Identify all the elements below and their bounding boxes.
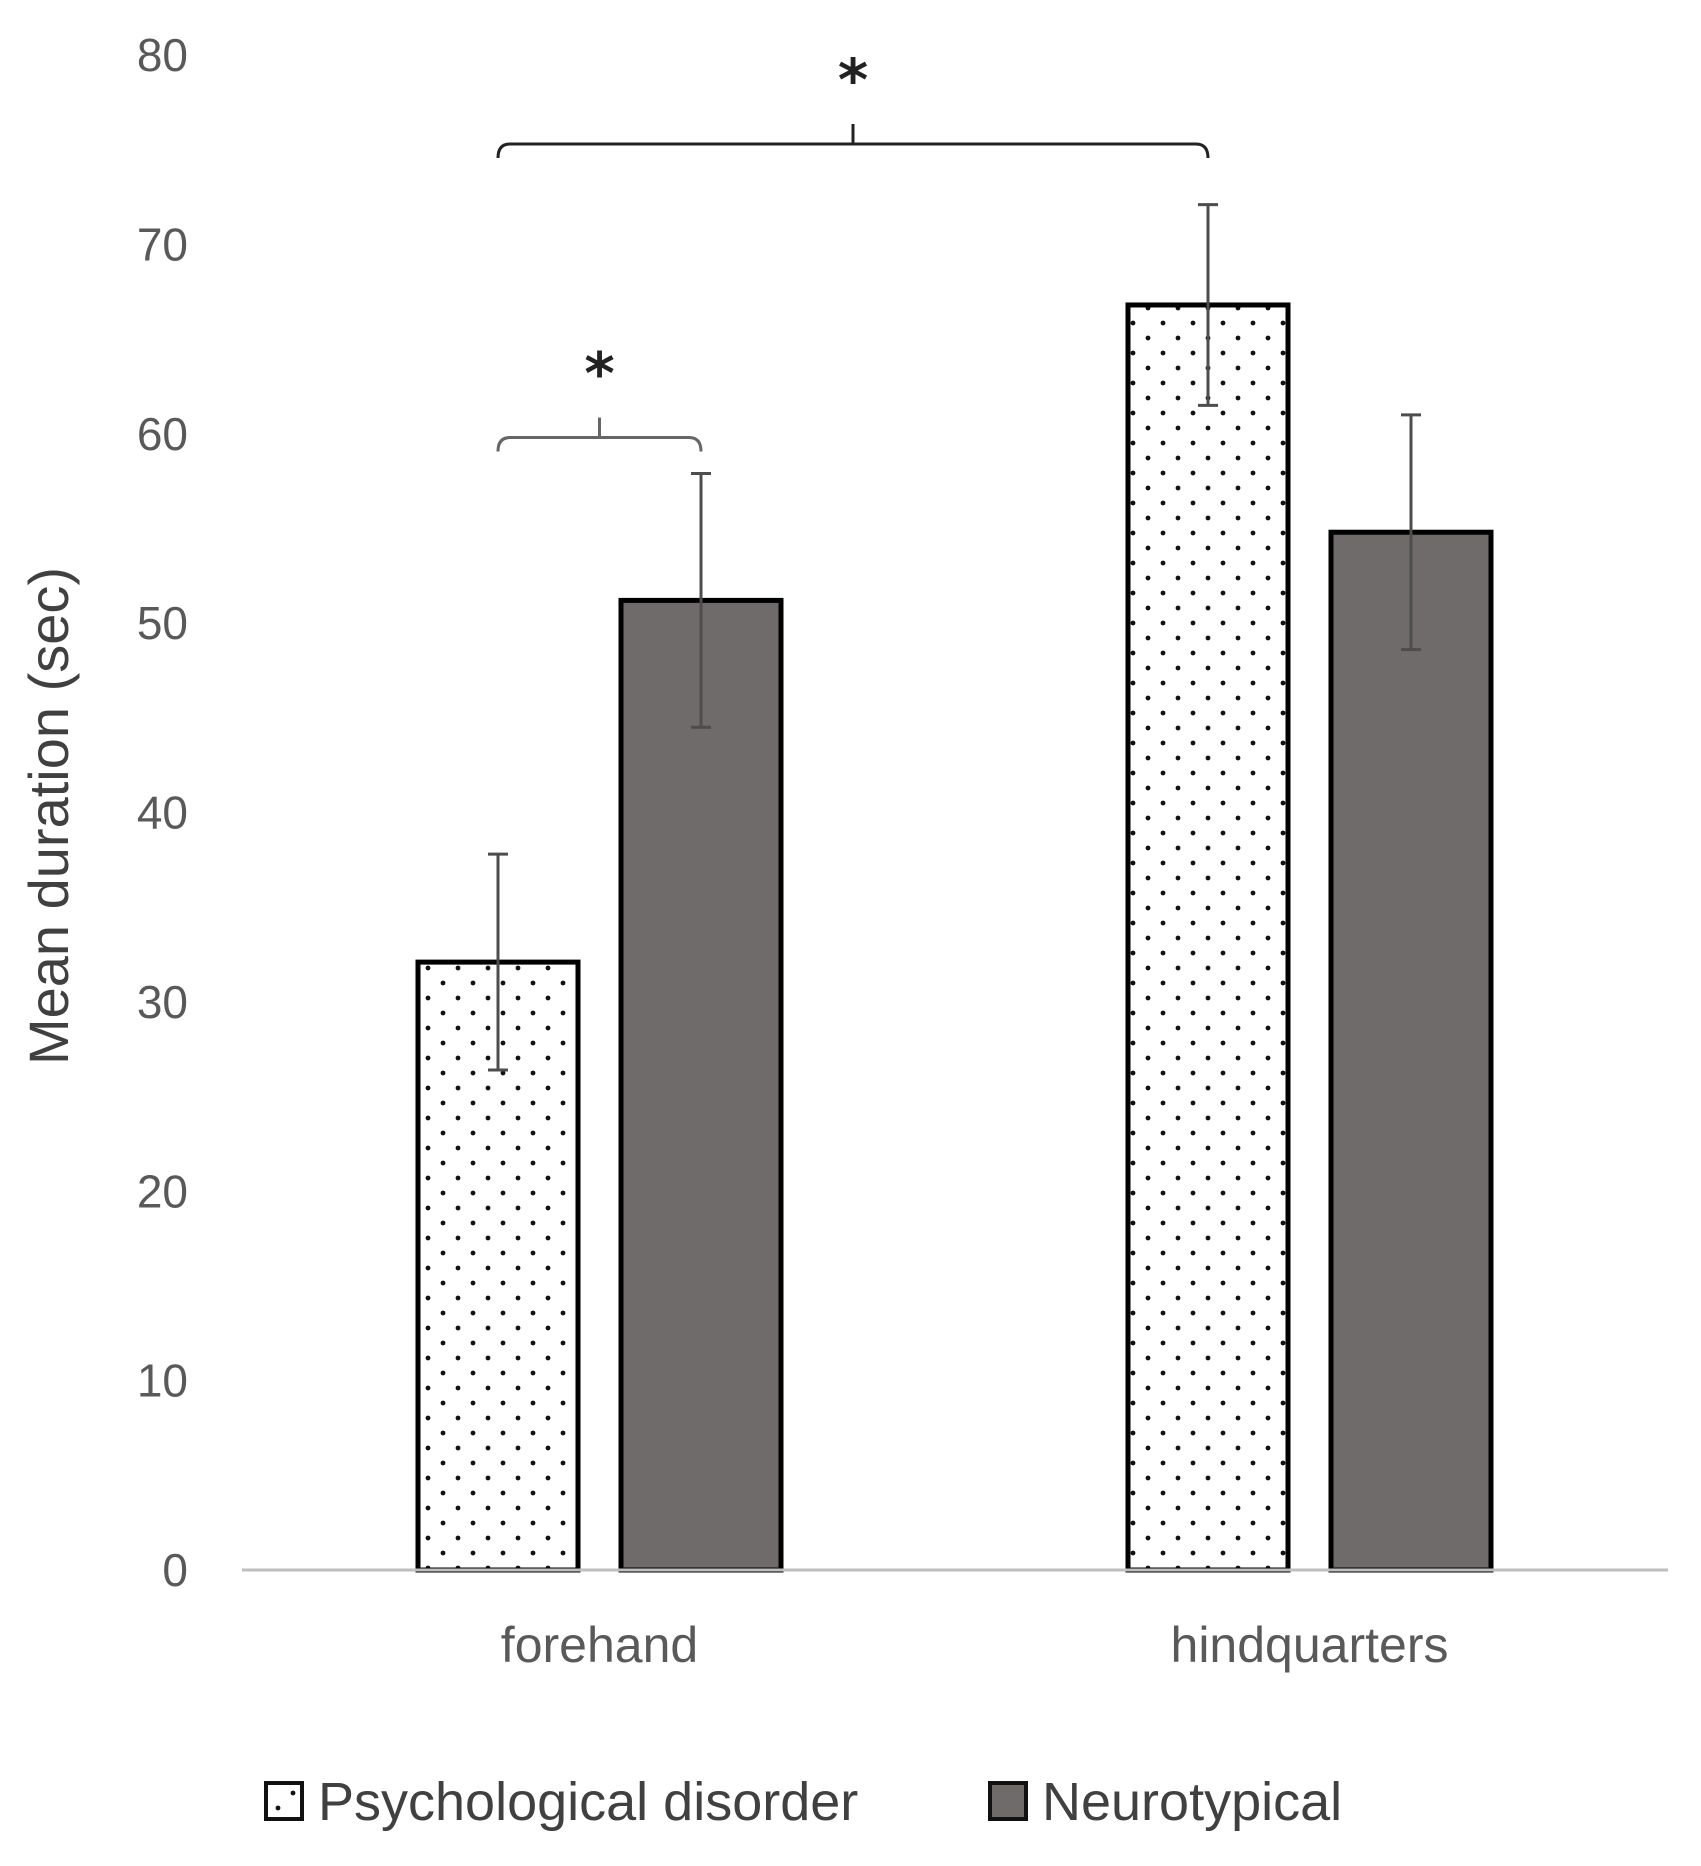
y-tick-label: 80 [137, 29, 188, 81]
x-tick-label-forehand: forehand [501, 1617, 698, 1673]
error-bars [488, 203, 1421, 1072]
bar-forehand-neurotypical [618, 597, 784, 1573]
error-bar [1198, 203, 1218, 407]
error-bar [488, 852, 508, 1072]
legend-swatch-psychological-disorder [264, 1781, 304, 1821]
x-axis-ticks: forehand hindquarters [501, 1617, 1449, 1673]
y-tick-label: 50 [137, 597, 188, 649]
significance-star: * [838, 46, 868, 114]
legend-label-psychological-disorder: Psychological disorder [318, 1772, 858, 1832]
y-tick-label: 70 [137, 218, 188, 270]
y-tick-label: 40 [137, 787, 188, 839]
y-tick-label: 30 [137, 976, 188, 1028]
y-tick-label: 20 [137, 1165, 188, 1217]
error-bar [1401, 413, 1421, 652]
bars [415, 302, 1494, 1573]
significance-bracket [496, 417, 703, 452]
significance-bracket [496, 124, 1210, 159]
error-bar [691, 472, 711, 729]
significance-star: * [584, 340, 614, 408]
x-tick-label-hindquarters: hindquarters [1171, 1617, 1449, 1673]
legend-label-neurotypical: Neurotypical [1042, 1772, 1342, 1832]
y-tick-label: 60 [137, 408, 188, 460]
bar-hindquarters-psychological-disorder [1125, 302, 1291, 1573]
y-tick-label: 0 [162, 1544, 188, 1596]
bar-hindquarters-neurotypical [1328, 529, 1494, 1573]
y-axis-ticks: 0 10 20 30 40 50 60 70 80 [137, 29, 188, 1596]
y-axis-label: Mean duration (sec) [17, 567, 80, 1065]
y-tick-label: 10 [137, 1355, 188, 1407]
legend-swatch-neurotypical [988, 1781, 1028, 1821]
legend: Psychological disorder Neurotypical [264, 1772, 1342, 1832]
significance-brackets: ** [496, 46, 1210, 452]
